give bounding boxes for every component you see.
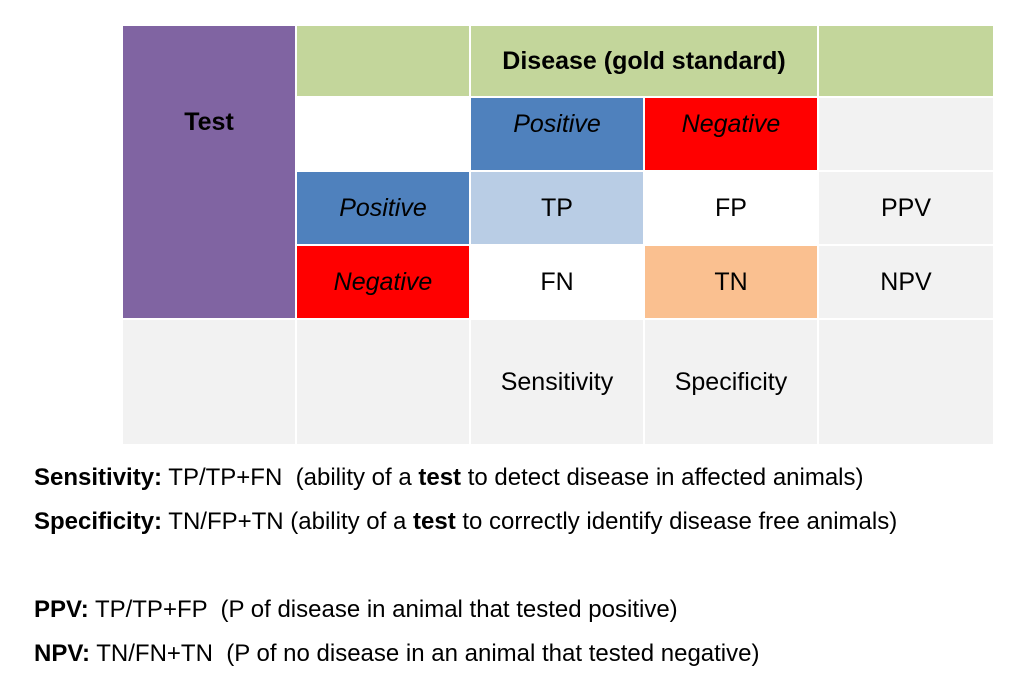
header-spacer-left [297, 26, 469, 96]
col-blank-right [819, 98, 993, 170]
bottom-blank-2 [297, 320, 469, 444]
fp-cell: FP [645, 172, 817, 244]
tp-cell: TP [471, 172, 643, 244]
row-negative-label: Negative [333, 267, 433, 296]
ppv-cell: PPV [819, 172, 993, 244]
fn-cell: FN [471, 246, 643, 318]
ppv-label: PPV [880, 193, 932, 222]
col-positive-label: Positive [513, 110, 601, 138]
specificity-emphasis: test [413, 508, 456, 535]
disease-header-label: Disease (gold standard) [502, 46, 786, 75]
specificity-term: Specificity: [34, 508, 163, 535]
col-negative-label: Negative [681, 110, 781, 138]
ppv-term: PPV: [34, 596, 89, 623]
ppv-text: TP/TP+FP (P of disease in animal that te… [94, 596, 678, 623]
sensitivity-cell: Sensitivity [471, 320, 643, 444]
sensitivity-definition: Sensitivity: TP/TP+FN (ability of a test… [34, 466, 864, 490]
disease-header-cell: Disease (gold standard) [471, 26, 817, 96]
row-positive-label: Positive [339, 193, 427, 222]
specificity-rest: to correctly identify disease free anima… [455, 508, 898, 535]
specificity-label: Specificity [674, 367, 788, 396]
fn-label: FN [540, 267, 574, 296]
col-positive-cell: Positive [471, 98, 643, 170]
sensitivity-label: Sensitivity [500, 367, 614, 396]
sensitivity-emphasis: test [418, 464, 462, 491]
specificity-definition: Specificity: TN/FP+TN (ability of a test… [34, 510, 897, 534]
sensitivity-rest: to detect disease in affected animals) [461, 464, 864, 491]
tn-cell: TN [645, 246, 817, 318]
blank-corner-cell [297, 98, 469, 170]
ppv-definition: PPV: TP/TP+FP (P of disease in animal th… [34, 598, 678, 622]
specificity-formula: TN/FP+TN (ability of a [168, 508, 414, 535]
npv-label: NPV [880, 267, 932, 296]
fp-label: FP [715, 193, 747, 222]
row-negative-cell: Negative [297, 246, 469, 318]
col-negative-cell: Negative [645, 98, 817, 170]
npv-term: NPV: [34, 640, 91, 667]
bottom-blank-5 [819, 320, 993, 444]
header-spacer-right [819, 26, 993, 96]
npv-cell: NPV [819, 246, 993, 318]
bottom-blank-1 [123, 320, 295, 444]
test-header-label: Test [184, 108, 234, 136]
tp-label: TP [541, 193, 573, 222]
row-positive-cell: Positive [297, 172, 469, 244]
tn-label: TN [714, 267, 748, 296]
specificity-cell: Specificity [645, 320, 817, 444]
test-header-cell: Test [123, 26, 295, 318]
npv-text: TN/FN+TN (P of no disease in an animal t… [96, 640, 760, 667]
sensitivity-term: Sensitivity: [34, 464, 163, 491]
npv-definition: NPV: TN/FN+TN (P of no disease in an ani… [34, 642, 759, 666]
sensitivity-formula: TP/TP+FN (ability of a [168, 464, 419, 491]
